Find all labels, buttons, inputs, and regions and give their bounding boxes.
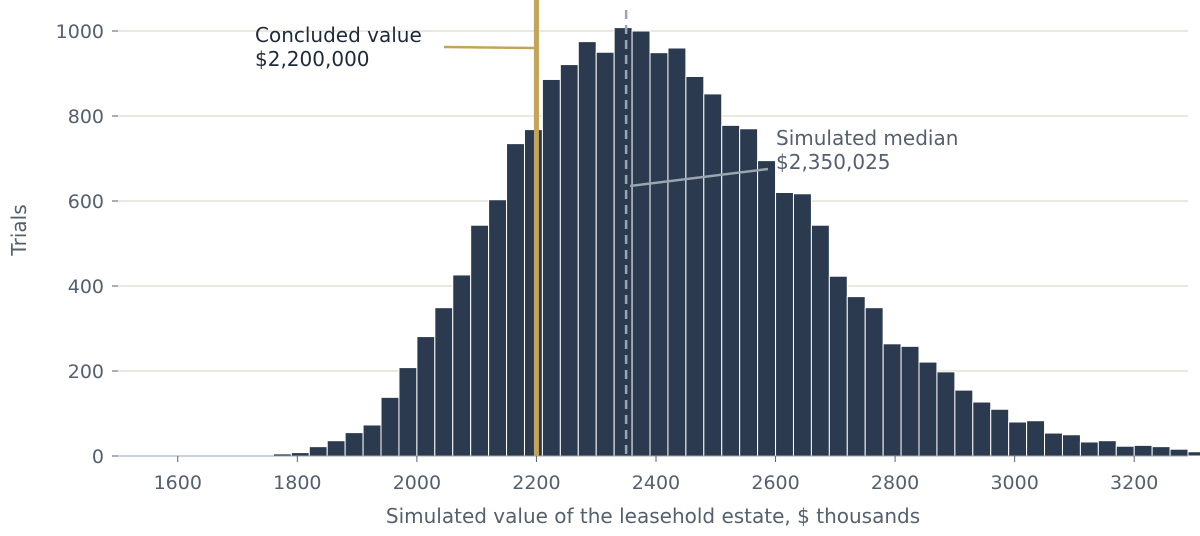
x-tick-label: 2200 [512,472,560,494]
y-tick-label: 200 [68,361,104,383]
histogram-bar [882,343,902,457]
concluded-value-leader-line [443,45,535,50]
histogram-bar [900,345,920,457]
histogram-bar [828,275,848,457]
histogram-bar [380,396,400,457]
simulated-median-amount: $2,350,025 [776,150,891,174]
histogram-bar [972,401,992,457]
histogram-bar [1133,444,1153,457]
histogram-bar [577,41,597,457]
histogram-bar [434,307,454,457]
y-axis-title: Trials [7,204,31,256]
histogram-bar [810,224,830,457]
histogram-bar [1061,434,1081,457]
y-tick-label: 600 [68,191,104,213]
histogram-bar [344,432,364,457]
histogram-bar [290,452,310,457]
histogram-bar [488,199,508,457]
histogram-bar [685,75,705,457]
x-tick-label: 2400 [632,472,680,494]
y-tick-label: 800 [68,106,104,128]
histogram-bars [237,27,1200,457]
histogram-bar [846,296,866,457]
x-tick-label: 1800 [273,472,321,494]
histogram-bar [470,224,490,457]
histogram-bar [864,307,884,457]
histogram-bar [739,128,759,457]
histogram-bar [1187,451,1200,457]
x-tick-label: 1600 [154,472,202,494]
histogram-bar [595,51,615,457]
histogram-bar [506,143,525,457]
histogram-bar [452,274,472,457]
histogram-bar [362,424,382,457]
histogram-bar [1026,420,1046,457]
histogram-bar [613,27,633,457]
histogram-bar [1079,441,1099,457]
histogram-bar [792,193,812,457]
simulated-median-label: Simulated median [776,126,958,150]
histogram-bar [1097,440,1117,457]
histogram-bar [416,336,436,457]
x-axis-ticks: 1600 1800 2000 2200 2400 2600 2800 3000 3200 [154,456,1158,494]
histogram-bar [541,78,561,457]
concluded-value-label: Concluded value [255,23,422,47]
histogram-bar [1151,446,1171,457]
concluded-value-amount: $2,200,000 [255,47,370,71]
histogram-bar [936,371,956,457]
histogram-bar [1169,448,1189,457]
histogram-bar [308,446,328,457]
x-tick-label: 2800 [871,472,919,494]
x-tick-label: 2600 [751,472,799,494]
histogram-bar [990,408,1010,457]
x-tick-label: 2000 [393,472,441,494]
histogram-bar [1044,432,1063,457]
histogram-bar [954,389,974,457]
histogram-bar [703,93,723,457]
histogram-bar [326,440,346,457]
histogram-bar [631,30,651,457]
histogram-bar [559,64,579,457]
histogram-bar [1115,445,1135,457]
y-tick-label: 1000 [56,21,104,43]
histogram-bar [918,361,938,457]
histogram-bar [523,129,543,457]
histogram-bar [649,52,669,457]
x-axis-title: Simulated value of the leasehold estate,… [386,504,920,528]
x-tick-label: 3200 [1110,472,1158,494]
histogram-bar [1008,421,1028,457]
histogram-bar [757,160,777,457]
y-tick-label: 400 [68,276,104,298]
y-axis-ticks: 0 200 400 600 800 1000 [56,21,118,468]
histogram-bar [398,367,418,457]
simulated-median-leader-line [629,167,769,188]
y-tick-label: 0 [92,446,104,468]
histogram-bar [667,47,687,457]
histogram-bar [775,192,794,457]
x-tick-label: 3000 [990,472,1038,494]
